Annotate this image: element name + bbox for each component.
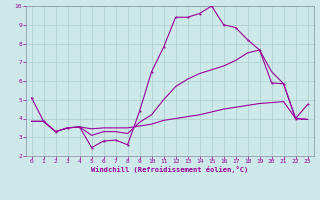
X-axis label: Windchill (Refroidissement éolien,°C): Windchill (Refroidissement éolien,°C) — [91, 166, 248, 173]
